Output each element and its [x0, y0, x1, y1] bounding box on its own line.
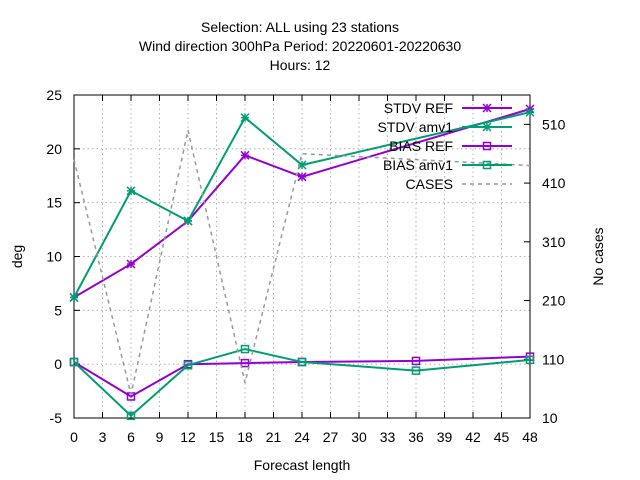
- x-axis-label: Forecast length: [254, 457, 351, 473]
- data-point: [240, 150, 250, 160]
- series-line: [73, 348, 531, 418]
- legend-label: BIAS REF: [389, 138, 453, 154]
- x-tick-label: 48: [522, 429, 538, 445]
- series-line: [73, 355, 531, 398]
- x-tick-label: 21: [266, 429, 282, 445]
- x-tick-label: 45: [494, 429, 510, 445]
- data-point: [126, 186, 136, 196]
- x-tick-label: 12: [180, 429, 196, 445]
- legend-label: STDV amv1: [378, 119, 454, 135]
- y-tick-label: 15: [46, 195, 62, 211]
- legend: STDV REF STDV amv1 BIAS REF BIAS amv1 CASES: [378, 100, 512, 192]
- data-point: [482, 160, 492, 170]
- series-bias-amv1: [69, 344, 535, 421]
- legend-label: STDV REF: [384, 100, 453, 116]
- data-point: [525, 107, 535, 117]
- series-stdv-amv1: [69, 107, 535, 302]
- chart-title-line: Hours: 12: [270, 57, 331, 73]
- y2-tick-label: 10: [542, 410, 558, 426]
- data-point: [297, 357, 307, 367]
- y2-tick-label: 510: [542, 116, 566, 132]
- data-point: [411, 356, 421, 366]
- y2-tick-label: 210: [542, 293, 566, 309]
- ticks: 0 3 6 9 12 15 18 21 24 27 30 33 36 39 42 45 48-505101520…: [46, 87, 565, 445]
- series-line: [73, 108, 531, 299]
- series: [69, 104, 535, 421]
- y2-tick-label: 410: [542, 175, 566, 191]
- data-point: [525, 355, 535, 365]
- x-tick-label: 6: [127, 429, 135, 445]
- data-point: [183, 216, 193, 226]
- y2-tick-label: 310: [542, 234, 566, 250]
- data-point: [240, 358, 250, 368]
- x-tick-label: 18: [237, 429, 253, 445]
- x-tick-label: 9: [156, 429, 164, 445]
- data-point: [240, 113, 250, 123]
- y-tick-label: 0: [54, 356, 62, 372]
- x-tick-label: 15: [209, 429, 225, 445]
- series-cases: [73, 130, 531, 395]
- y-tick-label: 10: [46, 249, 62, 265]
- chart-title-line: Wind direction 300hPa Period: 20220601-2…: [139, 38, 461, 54]
- x-tick-label: 30: [351, 429, 367, 445]
- y-axis-label: deg: [9, 245, 25, 268]
- data-point: [240, 344, 250, 354]
- legend-label: BIAS amv1: [383, 157, 453, 173]
- data-point: [126, 411, 136, 421]
- data-point: [69, 357, 79, 367]
- y-tick-label: 20: [46, 141, 62, 157]
- data-point: [482, 122, 492, 132]
- series-line: [73, 130, 531, 395]
- series-line: [73, 111, 531, 298]
- data-point: [482, 141, 492, 151]
- x-tick-label: 39: [437, 429, 453, 445]
- chart-title-line: Selection: ALL using 23 stations: [201, 19, 399, 35]
- x-tick-label: 27: [323, 429, 339, 445]
- data-point: [183, 360, 193, 370]
- chart-title: Selection: ALL using 23 stations Wind dir…: [139, 19, 461, 73]
- x-tick-label: 33: [380, 429, 396, 445]
- y-tick-label: 5: [54, 302, 62, 318]
- y-tick-label: -5: [50, 410, 63, 426]
- y2-axis-label: No cases: [590, 227, 606, 285]
- x-tick-label: 42: [465, 429, 481, 445]
- data-point: [69, 292, 79, 302]
- data-point: [126, 259, 136, 269]
- x-tick-label: 24: [294, 429, 310, 445]
- x-tick-label: 3: [99, 429, 107, 445]
- data-point: [411, 366, 421, 375]
- x-tick-label: 36: [408, 429, 424, 445]
- data-point: [297, 172, 307, 182]
- y-tick-label: 25: [46, 87, 62, 103]
- x-tick-label: 0: [70, 429, 78, 445]
- legend-label: CASES: [406, 176, 453, 192]
- data-point: [482, 103, 492, 113]
- y2-tick-label: 110: [542, 351, 565, 367]
